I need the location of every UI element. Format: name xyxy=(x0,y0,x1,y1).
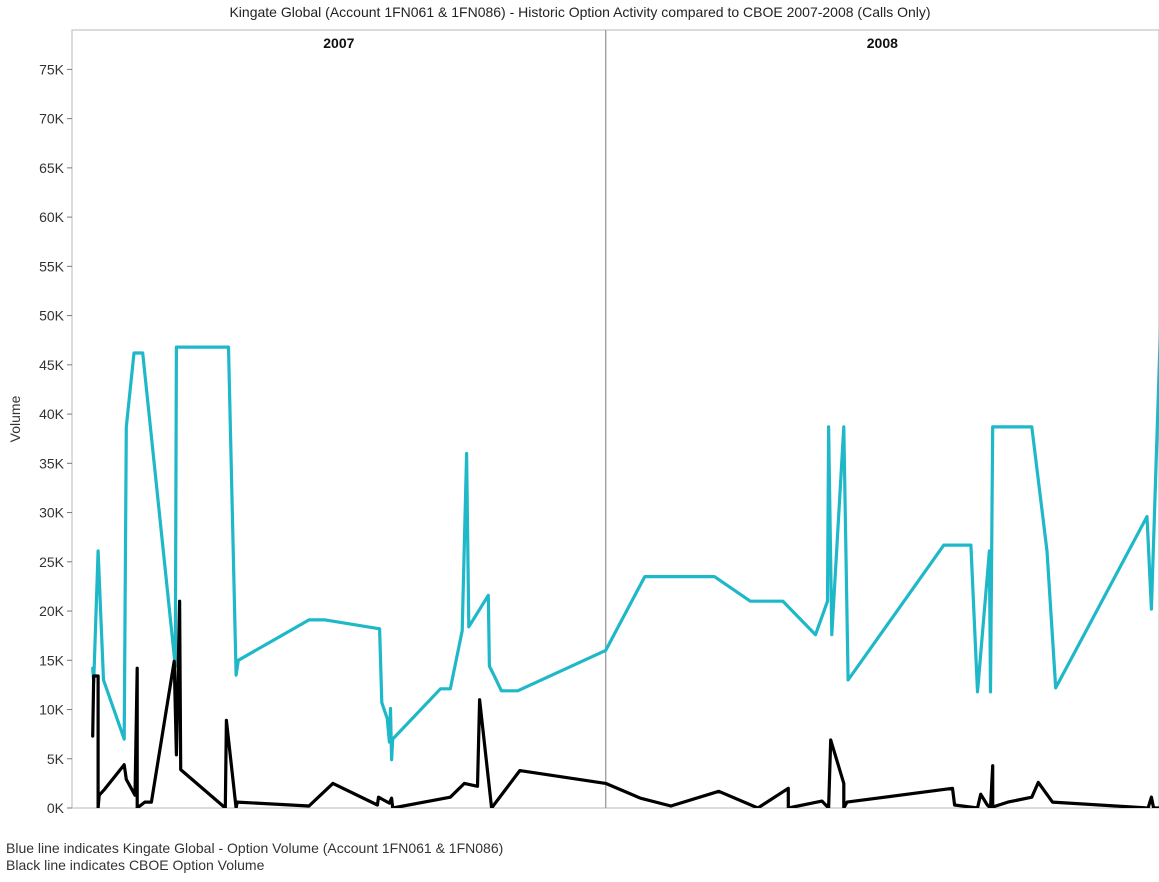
series-lines xyxy=(91,323,1159,808)
axes xyxy=(71,29,1159,809)
panel-label-2008: 2008 xyxy=(867,35,898,51)
y-tick-label: 70K xyxy=(39,111,65,127)
y-tick-label: 20K xyxy=(39,603,65,619)
y-tick-label: 75K xyxy=(39,61,65,77)
y-tick-label: 30K xyxy=(39,505,65,521)
series-line-blue xyxy=(91,323,1159,762)
legend-note-black: Black line indicates CBOE Option Volume xyxy=(6,857,265,873)
y-tick-label: 60K xyxy=(39,209,65,225)
y-tick-label: 50K xyxy=(39,308,65,324)
series-line-black xyxy=(91,599,1159,808)
legend-note-blue: Blue line indicates Kingate Global - Opt… xyxy=(6,840,504,856)
y-tick-label: 35K xyxy=(39,455,65,471)
plot-frame xyxy=(71,29,1159,809)
y-tick-label: 0K xyxy=(47,800,65,816)
chart-title: Kingate Global (Account 1FN061 & 1FN086)… xyxy=(229,4,930,20)
y-axis-label: Volume xyxy=(7,395,23,442)
y-tick-label: 15K xyxy=(39,652,65,668)
panel-labels: 2007 2008 xyxy=(323,35,898,51)
y-tick-label: 25K xyxy=(39,554,65,570)
y-tick-label: 55K xyxy=(39,258,65,274)
y-tick-label: 40K xyxy=(39,406,65,422)
y-tick-label: 65K xyxy=(39,160,65,176)
panel-label-2007: 2007 xyxy=(323,35,354,51)
y-axis-ticks: 0K 5K 10K 15K 20K 25K 30K 35K 40K 45K 50K 55K 60K 65K… xyxy=(39,61,72,816)
y-tick-label: 45K xyxy=(39,357,65,373)
y-tick-label: 10K xyxy=(39,702,65,718)
y-tick-label: 5K xyxy=(47,751,65,767)
